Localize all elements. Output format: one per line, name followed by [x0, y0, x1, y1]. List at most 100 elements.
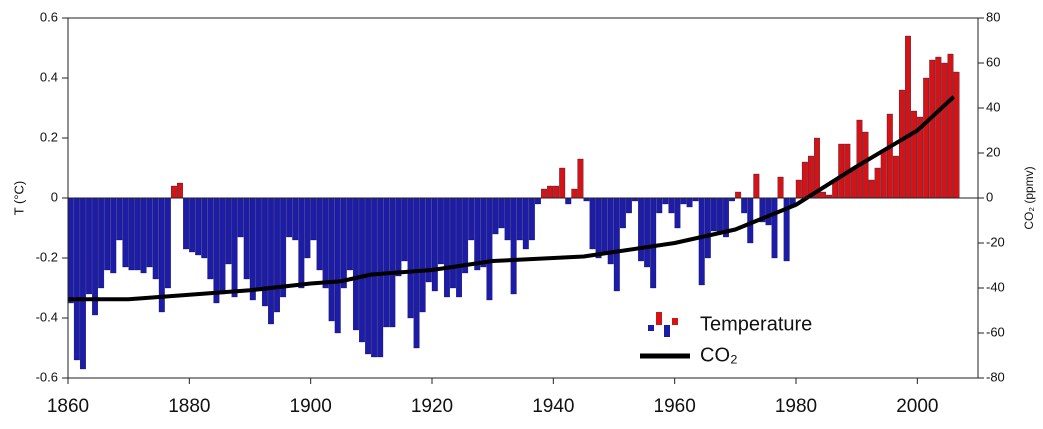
- bar: [674, 197, 681, 229]
- bar: [280, 197, 287, 298]
- bar: [401, 197, 408, 262]
- y2-tick-label: -60: [986, 324, 1005, 339]
- bar: [286, 197, 293, 238]
- x-tick-label: 1860: [47, 396, 89, 417]
- bar: [237, 197, 244, 238]
- bar: [795, 179, 802, 199]
- bar: [704, 197, 711, 259]
- bar: [383, 197, 390, 328]
- bar: [468, 197, 475, 241]
- bar: [644, 197, 651, 268]
- y-tick-label: 0.4: [40, 69, 58, 84]
- legend-label: Temperature: [700, 313, 812, 335]
- y-axis-label: T (°C): [11, 181, 26, 216]
- x-tick-label: 2000: [896, 396, 938, 417]
- bar: [116, 197, 123, 241]
- bar: [316, 197, 323, 271]
- bar: [79, 197, 86, 370]
- bar: [304, 197, 311, 259]
- bar: [771, 197, 778, 259]
- bar: [328, 197, 335, 322]
- bar: [668, 197, 675, 214]
- bar: [98, 197, 105, 289]
- bar: [680, 197, 687, 205]
- bar: [359, 197, 365, 343]
- bar: [255, 197, 262, 292]
- bar: [298, 197, 305, 289]
- bar: [189, 197, 196, 253]
- bar: [170, 185, 177, 199]
- bar: [195, 197, 202, 256]
- bar: [431, 197, 438, 292]
- bar: [73, 197, 80, 361]
- bar: [613, 197, 620, 292]
- bar: [547, 185, 553, 199]
- bar: [941, 62, 948, 199]
- y-tick-label: 0: [51, 189, 58, 204]
- bar: [862, 131, 869, 199]
- legend-label: CO₂: [700, 344, 738, 366]
- bar: [886, 113, 893, 199]
- bar: [225, 197, 232, 265]
- bar: [456, 197, 462, 298]
- bar: [140, 197, 147, 274]
- bar: [486, 197, 493, 301]
- bar: [243, 197, 250, 280]
- bar: [213, 197, 220, 304]
- x-tick-label: 1900: [290, 396, 332, 417]
- x-tick-label: 1920: [411, 396, 453, 417]
- x-tick-label: 1880: [168, 396, 210, 417]
- bar: [905, 35, 911, 199]
- bar: [437, 197, 444, 265]
- bar: [395, 197, 402, 277]
- bar: [935, 56, 942, 199]
- bar: [625, 197, 632, 214]
- bar: [753, 173, 760, 199]
- bar: [595, 197, 602, 259]
- y2-tick-label: 80: [986, 9, 1000, 24]
- bar: [589, 197, 596, 250]
- bar: [741, 197, 748, 214]
- bar: [601, 197, 608, 253]
- bar: [565, 197, 572, 205]
- y-tick-label: -0.4: [36, 309, 58, 324]
- bar: [86, 197, 92, 295]
- bar: [923, 77, 930, 199]
- bar: [710, 197, 717, 232]
- bar: [522, 197, 529, 250]
- bar: [559, 167, 566, 199]
- legend-swatch: [672, 318, 678, 325]
- bar: [201, 197, 208, 259]
- bar: [146, 197, 153, 268]
- bar: [662, 197, 669, 205]
- bar: [371, 197, 378, 358]
- bar: [807, 155, 814, 199]
- bar: [450, 197, 456, 289]
- bar: [801, 161, 808, 199]
- line: [68, 95, 956, 302]
- bar: [152, 197, 159, 280]
- bar: [850, 167, 857, 199]
- bar: [268, 197, 274, 325]
- bar: [528, 197, 535, 241]
- legend-swatch: [648, 325, 654, 331]
- bar: [553, 185, 560, 199]
- bar: [292, 197, 299, 241]
- bar: [377, 197, 384, 358]
- bar: [310, 197, 317, 241]
- bar: [322, 197, 329, 289]
- y2-tick-label: -80: [986, 369, 1005, 384]
- bar: [207, 197, 214, 280]
- bar: [577, 158, 584, 199]
- x-tick-label: 1980: [775, 396, 817, 417]
- bar: [880, 149, 887, 199]
- y2-axis-label: CO₂ (ppmv): [1022, 166, 1036, 229]
- bar: [122, 197, 129, 268]
- bar: [765, 197, 772, 226]
- bar: [504, 197, 511, 241]
- bar: [346, 197, 353, 271]
- bar: [492, 197, 499, 235]
- y-tick-label: -0.6: [36, 369, 58, 384]
- bar: [352, 197, 359, 331]
